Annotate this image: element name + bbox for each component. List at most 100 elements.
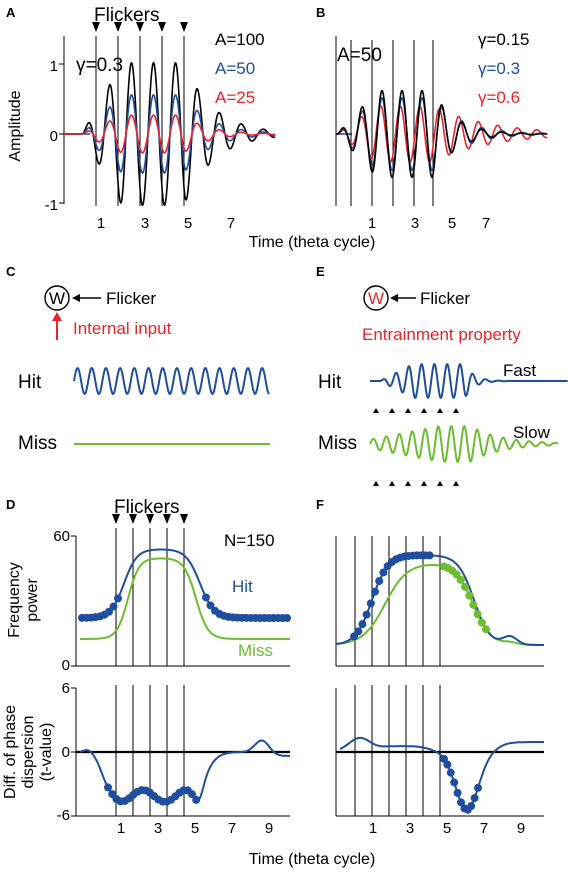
- ytick-d-0: 0: [62, 657, 70, 674]
- c-hit-wave: [73, 367, 270, 395]
- d-flicker-marker-3: [163, 514, 171, 524]
- fp-sig-dot-2: [446, 768, 455, 777]
- d-hit-sig-dot-7: [109, 602, 118, 611]
- d-miss-power-curve: [80, 557, 290, 640]
- ytick-a-m1: -1: [45, 197, 58, 214]
- flickers-title-d: Flickers: [114, 497, 179, 518]
- e-hit-flicker-marker-4: [437, 408, 443, 413]
- b-trace-g015: [335, 90, 548, 179]
- dp-sig-dot-21: [192, 795, 201, 804]
- a-flicker-marker-0: [92, 22, 100, 32]
- xtick-a-5: 5: [184, 215, 192, 232]
- ytick-dp-0: 0: [62, 744, 70, 761]
- fast-label: Fast: [503, 361, 536, 380]
- f-miss-sig-dot-3: [452, 570, 461, 579]
- xtick-b-1: 1: [368, 215, 376, 232]
- xtick-a-7: 7: [227, 215, 235, 232]
- f-hit-sig-dot-18: [425, 551, 434, 560]
- f-miss-sig-dot-6: [465, 591, 474, 600]
- flicker-label-e: Flicker: [420, 289, 470, 308]
- b-trace-g03: [335, 97, 548, 172]
- f-miss-sig-dot-8: [473, 610, 482, 619]
- xtick-f-5: 5: [443, 820, 451, 837]
- panel-label-a: A: [6, 5, 16, 20]
- e-miss-flicker-marker-4: [437, 481, 443, 486]
- xtick-a-3: 3: [141, 215, 149, 232]
- legend-b-06: γ=0.6: [478, 88, 520, 107]
- fp-sig-dot-4: [453, 788, 462, 797]
- legend-b-015: γ=0.15: [478, 30, 530, 49]
- e-hit-flicker-marker-0: [373, 408, 379, 413]
- f-miss-power-curve: [335, 564, 544, 646]
- miss-label-e: Miss: [318, 433, 357, 454]
- f-hit-sig-dot-5: [371, 587, 379, 596]
- ylabel-phase-1: Diff. of phase: [2, 705, 19, 799]
- panel-label-b: B: [316, 5, 325, 20]
- fp-sig-dot-0: [440, 754, 448, 763]
- e-miss-flicker-marker-2: [405, 481, 411, 486]
- d-flicker-marker-0: [112, 514, 120, 524]
- d-flicker-marker-4: [180, 514, 188, 524]
- slow-label: Slow: [513, 423, 551, 442]
- fp-sig-dot-3: [450, 778, 459, 787]
- a-trace-a25: [64, 114, 276, 154]
- fp-sig-dot-5: [457, 798, 465, 807]
- legend-a-50: A=50: [215, 59, 255, 78]
- xtick-d-5: 5: [191, 820, 199, 837]
- fp-sig-dot-8: [467, 802, 476, 811]
- legend-a-100: A=100: [215, 30, 265, 49]
- xtick-f-1: 1: [369, 820, 377, 837]
- xtick-b-7: 7: [482, 215, 490, 232]
- xtick-a-1: 1: [97, 215, 105, 232]
- amp-text-b: A=50: [337, 45, 382, 66]
- panel-label-f: F: [316, 497, 324, 512]
- d-hit-sig-dot-9: [202, 593, 210, 602]
- panel-c: C W Flicker Internal input Hit Miss: [6, 264, 172, 454]
- ytick-dp-6: 6: [62, 680, 70, 697]
- ylabel-phase-3: (t-value): [38, 723, 55, 782]
- f-hit-sig-dot-6: [375, 577, 384, 586]
- fp-sig-dot-9: [470, 794, 479, 803]
- panel-b: B A=50 1 3 5 7 γ=0.15 γ=0.3 γ=0.6: [316, 5, 530, 232]
- a-flicker-marker-3: [158, 22, 166, 32]
- e-miss-flicker-marker-3: [421, 481, 427, 486]
- hit-label-d: Hit: [232, 577, 253, 596]
- node-circle-e: [363, 285, 389, 311]
- hit-label-e: Hit: [318, 372, 342, 393]
- fp-sig-dot-10: [474, 783, 482, 792]
- panel-label-d: D: [6, 497, 15, 512]
- ytick-d-60: 60: [53, 528, 70, 545]
- fp-sig-dot-1: [443, 760, 452, 769]
- hit-label-c: Hit: [18, 372, 42, 393]
- plot-marks: [59, 22, 568, 817]
- dp-sig-dot-20: [188, 790, 196, 799]
- input-arrowhead-c: [52, 312, 62, 321]
- f-hit-sig-dot-7: [379, 568, 388, 577]
- legend-a-25: A=25: [215, 88, 255, 107]
- e-miss-flicker-marker-1: [389, 481, 395, 486]
- e-hit-flicker-marker-3: [421, 408, 427, 413]
- ylabel-phase-2: dispersion: [20, 716, 37, 789]
- flicker-arrowhead-c: [72, 294, 80, 302]
- panel-d: D Flickers N=150 Frequency power 60 0 Hi…: [2, 497, 275, 837]
- a-flicker-marker-4: [180, 22, 188, 32]
- d-flicker-marker-1: [129, 514, 137, 524]
- entrainment-property-label: Entrainment property: [362, 325, 521, 344]
- flicker-arrowhead-e: [390, 294, 398, 302]
- ylabel-a: Amplitude: [7, 90, 24, 161]
- f-miss-sig-dot-9: [477, 618, 486, 627]
- ytick-a-0: 0: [50, 128, 58, 145]
- f-hit-sig-dot-2: [358, 620, 367, 629]
- xtick-d-9: 9: [265, 820, 273, 837]
- xlabel-bottom: Time (theta cycle): [249, 851, 376, 868]
- f-miss-sig-dot-7: [469, 600, 478, 609]
- e-hit-flicker-marker-1: [389, 408, 395, 413]
- panel-label-e: E: [316, 264, 325, 279]
- f-miss-sig-dot-4: [456, 575, 465, 584]
- legend-b-03: γ=0.3: [478, 59, 520, 78]
- miss-label-d: Miss: [238, 641, 273, 660]
- node-label-c: W: [49, 289, 65, 308]
- e-miss-flicker-marker-0: [373, 481, 379, 486]
- panel-f: F 1 3 5 7 9: [316, 497, 525, 837]
